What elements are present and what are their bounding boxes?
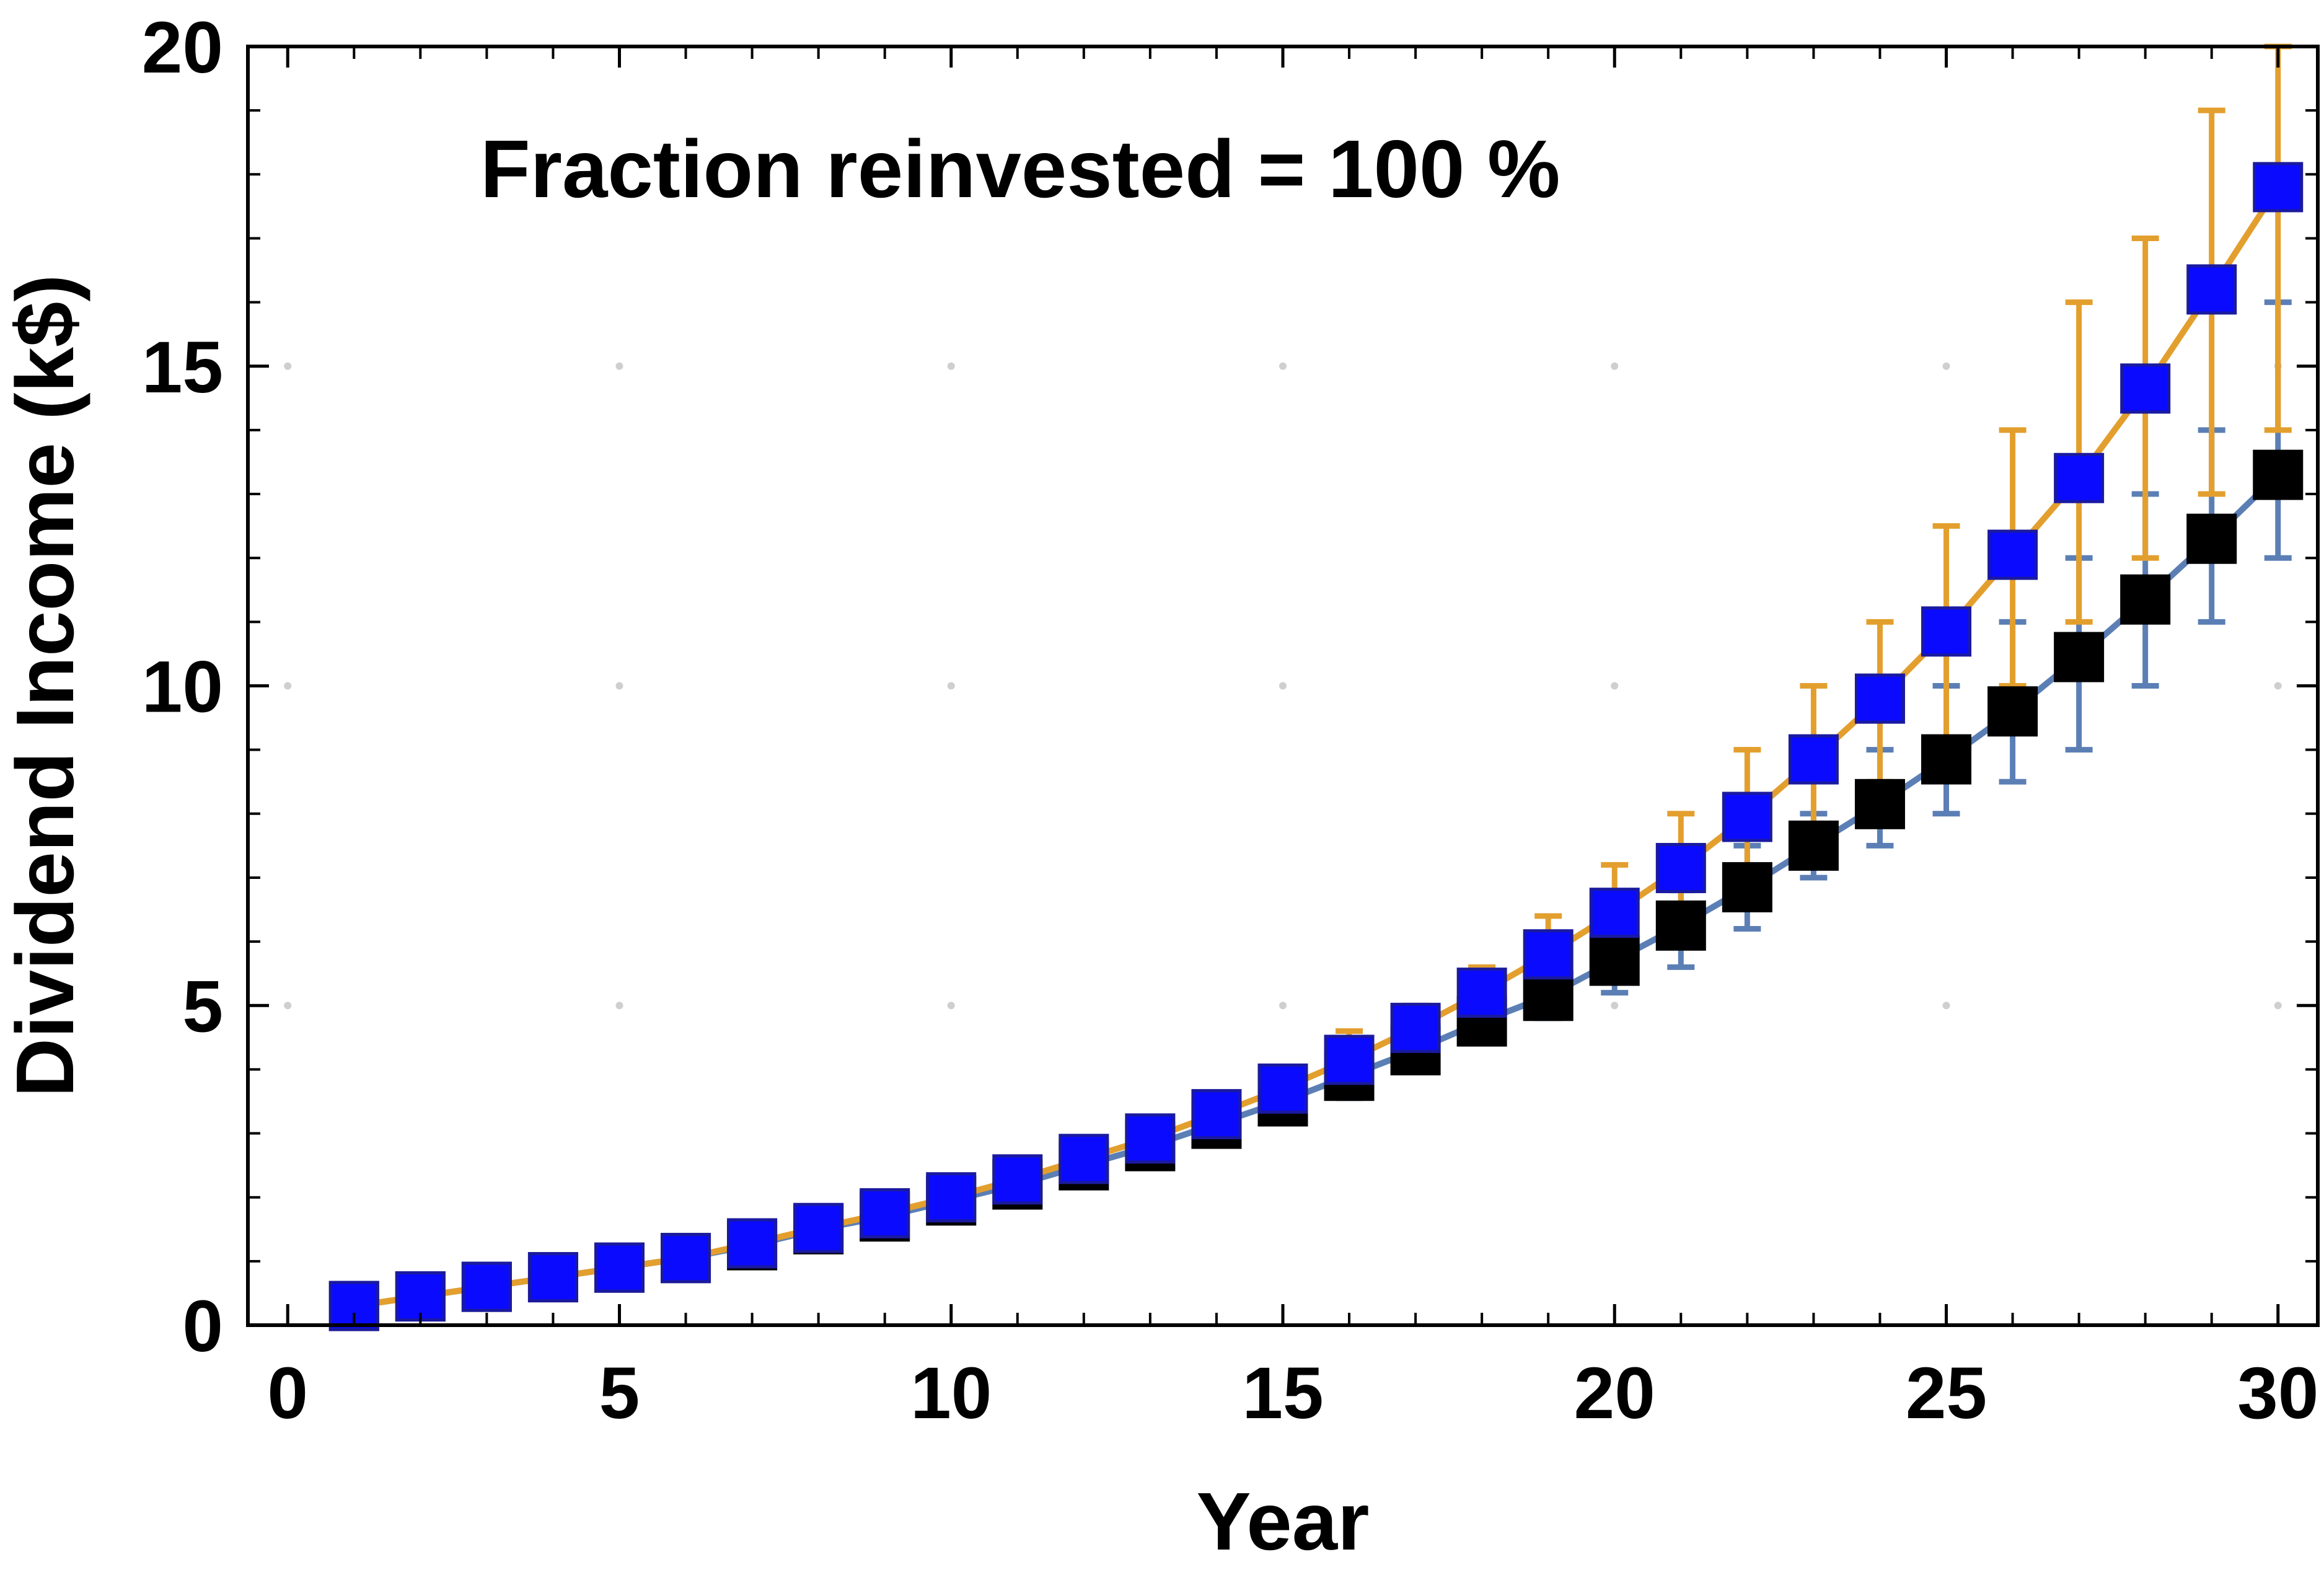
series-1-marker [2186,513,2237,564]
series-2-marker [2054,452,2105,503]
series-2-marker [1921,606,1972,657]
grid-dot [947,682,955,690]
grid-dot [615,682,623,690]
series-2-marker [1523,929,1574,980]
grid-dot [615,1002,623,1010]
series-2-marker [2186,264,2237,315]
series-1-marker [1722,862,1772,912]
series-2-marker [1257,1063,1308,1114]
x-tick-label: 30 [2237,1352,2318,1434]
grid-dot [284,1002,292,1010]
grid-dot [1942,1002,1950,1010]
series-1-marker [1987,686,2038,737]
series-2-marker [1059,1134,1109,1184]
grid-dot [615,362,623,370]
grid-layer [284,362,2282,1010]
grid-dot [284,682,292,690]
grid-dot [1279,682,1287,690]
series-2-marker [1655,842,1706,893]
grid-dot [947,1002,955,1010]
series-1-marker [1655,900,1706,951]
series-2-marker [2253,162,2304,213]
grid-dot [2274,1002,2282,1010]
series-1-marker [2054,632,2105,682]
grid-dot [284,362,292,370]
series-2-marker [1722,792,1772,842]
series-1-line [353,472,2281,1310]
annotation-text: Fraction reinvested = 100 % [480,123,1560,214]
grid-dot [1611,362,1619,370]
series-2-marker [527,1252,578,1303]
series-2-marker [2120,363,2171,414]
series-lines [353,185,2281,1310]
series-2-marker [1987,529,2038,580]
x-tick-label: 10 [910,1352,992,1434]
x-tick-label: 15 [1242,1352,1323,1434]
series-1-marker [1589,935,1640,986]
series-2-marker [461,1261,512,1312]
grid-dot [1611,1002,1619,1010]
series-2-marker [1456,968,1507,1018]
y-tick-label: 0 [182,1286,223,1367]
series-2-marker [1191,1089,1242,1140]
x-axis-title: Year [1197,1476,1370,1567]
series-1-marker [1788,820,1839,871]
series-2-marker [926,1172,977,1223]
series-1-marker [2120,574,2171,625]
grid-dot [1279,362,1287,370]
series-2-marker [727,1218,778,1269]
x-tick-label: 20 [1574,1352,1655,1434]
y-tick-label: 15 [142,327,223,408]
series-1-marker [2253,449,2304,500]
series-2-marker [1125,1113,1176,1164]
series-2-marker [661,1233,711,1284]
series-2-marker [793,1202,844,1253]
series-1-marker [1854,778,1905,829]
y-tick-label: 20 [142,7,223,89]
series-2-marker [860,1188,910,1238]
y-tick-label: 10 [142,646,223,728]
series-2-marker [594,1242,645,1293]
grid-dot [1942,362,1950,370]
series-2-marker [1589,888,1640,938]
series-2-line [353,185,2281,1310]
grid-dot [2274,682,2282,690]
axis-ticks [248,45,2318,1327]
grid-dot [1611,682,1619,690]
x-tick-label: 25 [1906,1352,1987,1434]
series-2-marker [1788,734,1839,785]
grid-dot [1279,1002,1287,1010]
y-tick-label: 5 [182,966,223,1047]
y-axis-title: Dividend Income (k$) [0,275,90,1098]
data-markers [328,162,2304,1331]
series-1-marker [1921,734,1972,785]
tick-labels: 0 5 10 15 20 25 30 0 5 10 15 20 [142,7,2319,1434]
x-tick-label: 5 [599,1352,640,1434]
series-2-marker [1390,1002,1441,1053]
grid-dot [947,362,955,370]
series-2-marker [1854,673,1905,724]
series-2-marker [1324,1034,1375,1085]
series-2-marker [992,1154,1043,1205]
x-tick-label: 0 [267,1352,308,1434]
